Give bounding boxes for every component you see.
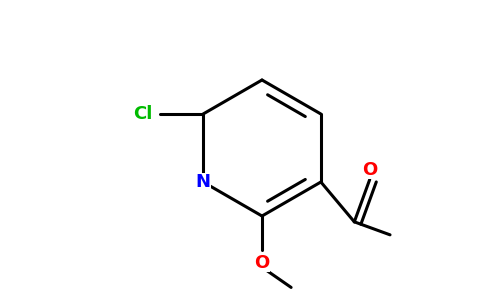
Text: N: N <box>196 173 211 191</box>
Text: Cl: Cl <box>134 105 153 123</box>
Text: O: O <box>255 254 270 272</box>
Text: O: O <box>362 160 378 178</box>
